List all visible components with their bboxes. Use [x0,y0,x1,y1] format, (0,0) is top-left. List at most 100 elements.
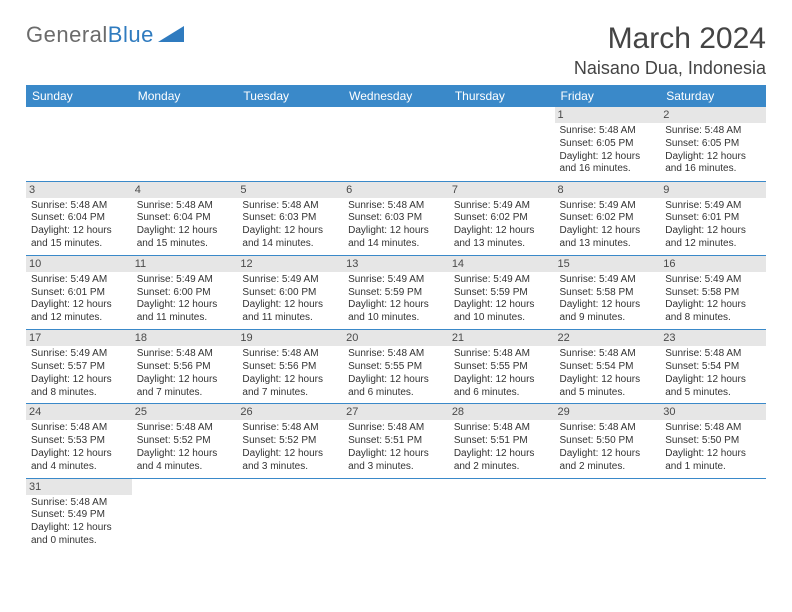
calendar-cell: 30 Sunrise: 5:48 AMSunset: 5:50 PMDayligh… [660,404,766,478]
calendar-cell: 5 Sunrise: 5:48 AMSunset: 6:03 PMDaylight… [237,181,343,255]
title-block: March 2024 Naisano Dua, Indonesia [574,22,766,79]
day-number: 26 [237,404,343,420]
day-info: Sunrise: 5:49 AMSunset: 6:01 PMDaylight:… [664,200,762,251]
day-info: Sunrise: 5:48 AMSunset: 5:50 PMDaylight:… [664,422,762,473]
day-header: Monday [132,85,238,107]
calendar-cell-empty [555,478,661,552]
calendar-cell: 16Sunrise: 5:49 AMSunset: 5:58 PMDayligh… [660,255,766,329]
day-number: 8 [555,182,661,198]
day-number: 21 [449,330,555,346]
logo-text-2: Blue [108,22,154,48]
calendar-cell: 27 Sunrise: 5:48 AMSunset: 5:51 PMDayligh… [343,404,449,478]
day-number: 15 [555,256,661,272]
calendar-cell-empty [132,478,238,552]
calendar-cell: 9 Sunrise: 5:49 AMSunset: 6:01 PMDaylight… [660,181,766,255]
logo-text-1: General [26,22,108,48]
calendar-cell: 26 Sunrise: 5:48 AMSunset: 5:52 PMDayligh… [237,404,343,478]
day-info: Sunrise: 5:49 AMSunset: 5:58 PMDaylight:… [559,274,657,325]
calendar-cell: 3Sunrise: 5:48 AMSunset: 6:04 PMDaylight… [26,181,132,255]
day-number: 6 [343,182,449,198]
day-info: Sunrise: 5:49 AMSunset: 6:02 PMDaylight:… [453,200,551,251]
calendar-cell: 15 Sunrise: 5:49 AMSunset: 5:58 PMDayligh… [555,255,661,329]
calendar-row: 3Sunrise: 5:48 AMSunset: 6:04 PMDaylight… [26,181,766,255]
logo: GeneralBlue [26,22,184,48]
day-info: Sunrise: 5:49 AMSunset: 5:59 PMDaylight:… [347,274,445,325]
calendar-cell: 2Sunrise: 5:48 AMSunset: 6:05 PMDaylight… [660,107,766,181]
calendar-cell: 13 Sunrise: 5:49 AMSunset: 5:59 PMDayligh… [343,255,449,329]
calendar-cell: 7 Sunrise: 5:49 AMSunset: 6:02 PMDaylight… [449,181,555,255]
calendar-row: 24 Sunrise: 5:48 AMSunset: 5:53 PMDayligh… [26,404,766,478]
calendar-cell-empty [449,107,555,181]
day-info: Sunrise: 5:49 AMSunset: 6:00 PMDaylight:… [136,274,234,325]
day-header: Tuesday [237,85,343,107]
day-number: 9 [660,182,766,198]
day-info: Sunrise: 5:48 AMSunset: 5:49 PMDaylight:… [30,497,128,548]
day-info: Sunrise: 5:48 AMSunset: 6:03 PMDaylight:… [347,200,445,251]
calendar-cell: 6 Sunrise: 5:48 AMSunset: 6:03 PMDaylight… [343,181,449,255]
calendar-cell: 28 Sunrise: 5:48 AMSunset: 5:51 PMDayligh… [449,404,555,478]
day-number: 13 [343,256,449,272]
calendar-cell: 17 Sunrise: 5:49 AMSunset: 5:57 PMDayligh… [26,330,132,404]
day-info: Sunrise: 5:48 AMSunset: 6:03 PMDaylight:… [241,200,339,251]
day-info: Sunrise: 5:48 AMSunset: 6:04 PMDaylight:… [30,200,128,251]
day-number: 30 [660,404,766,420]
day-number: 1 [555,107,661,123]
calendar-cell: 25Sunrise: 5:48 AMSunset: 5:52 PMDayligh… [132,404,238,478]
calendar-table: SundayMondayTuesdayWednesdayThursdayFrid… [26,85,766,552]
calendar-cell-empty [449,478,555,552]
calendar-row: 31 Sunrise: 5:48 AMSunset: 5:49 PMDayligh… [26,478,766,552]
calendar-cell: 24 Sunrise: 5:48 AMSunset: 5:53 PMDayligh… [26,404,132,478]
calendar-cell: 4Sunrise: 5:48 AMSunset: 6:04 PMDaylight… [132,181,238,255]
day-number: 24 [26,404,132,420]
calendar-cell: 11 Sunrise: 5:49 AMSunset: 6:00 PMDayligh… [132,255,238,329]
day-info: Sunrise: 5:49 AMSunset: 6:02 PMDaylight:… [559,200,657,251]
calendar-cell: 14Sunrise: 5:49 AMSunset: 5:59 PMDayligh… [449,255,555,329]
day-number: 18 [132,330,238,346]
location-title: Naisano Dua, Indonesia [574,58,766,79]
calendar-cell: 23Sunrise: 5:48 AMSunset: 5:54 PMDayligh… [660,330,766,404]
calendar-cell: 1Sunrise: 5:48 AMSunset: 6:05 PMDaylight… [555,107,661,181]
calendar-cell: 31 Sunrise: 5:48 AMSunset: 5:49 PMDayligh… [26,478,132,552]
day-number: 27 [343,404,449,420]
day-number: 29 [555,404,661,420]
calendar-cell-empty [237,107,343,181]
day-info: Sunrise: 5:49 AMSunset: 5:58 PMDaylight:… [664,274,762,325]
day-number: 7 [449,182,555,198]
day-info: Sunrise: 5:48 AMSunset: 5:51 PMDaylight:… [453,422,551,473]
day-info: Sunrise: 5:48 AMSunset: 5:56 PMDaylight:… [136,348,234,399]
day-info: Sunrise: 5:48 AMSunset: 5:52 PMDaylight:… [241,422,339,473]
day-header: Saturday [660,85,766,107]
day-number: 14 [449,256,555,272]
day-number: 20 [343,330,449,346]
calendar-cell: 19 Sunrise: 5:48 AMSunset: 5:56 PMDayligh… [237,330,343,404]
day-number: 31 [26,479,132,495]
calendar-cell: 20 Sunrise: 5:48 AMSunset: 5:55 PMDayligh… [343,330,449,404]
calendar-cell: 18 Sunrise: 5:48 AMSunset: 5:56 PMDayligh… [132,330,238,404]
day-info: Sunrise: 5:48 AMSunset: 5:53 PMDaylight:… [30,422,128,473]
calendar-cell: 8 Sunrise: 5:49 AMSunset: 6:02 PMDaylight… [555,181,661,255]
day-info: Sunrise: 5:48 AMSunset: 5:50 PMDaylight:… [559,422,657,473]
day-info: Sunrise: 5:48 AMSunset: 5:55 PMDaylight:… [453,348,551,399]
day-info: Sunrise: 5:49 AMSunset: 6:00 PMDaylight:… [241,274,339,325]
day-number: 19 [237,330,343,346]
day-number: 28 [449,404,555,420]
day-info: Sunrise: 5:49 AMSunset: 5:57 PMDaylight:… [30,348,128,399]
day-number: 17 [26,330,132,346]
day-number: 11 [132,256,238,272]
day-info: Sunrise: 5:48 AMSunset: 6:05 PMDaylight:… [664,125,762,176]
calendar-cell-empty [132,107,238,181]
calendar-cell: 29 Sunrise: 5:48 AMSunset: 5:50 PMDayligh… [555,404,661,478]
day-number: 23 [660,330,766,346]
day-info: Sunrise: 5:48 AMSunset: 5:55 PMDaylight:… [347,348,445,399]
calendar-cell: 12Sunrise: 5:49 AMSunset: 6:00 PMDayligh… [237,255,343,329]
day-header: Thursday [449,85,555,107]
calendar-cell-empty [343,478,449,552]
day-info: Sunrise: 5:48 AMSunset: 5:51 PMDaylight:… [347,422,445,473]
calendar-cell: 10Sunrise: 5:49 AMSunset: 6:01 PMDayligh… [26,255,132,329]
day-info: Sunrise: 5:48 AMSunset: 5:56 PMDaylight:… [241,348,339,399]
calendar-cell-empty [237,478,343,552]
day-header: Sunday [26,85,132,107]
day-number: 5 [237,182,343,198]
calendar-row: 17 Sunrise: 5:49 AMSunset: 5:57 PMDayligh… [26,330,766,404]
month-title: March 2024 [574,22,766,56]
